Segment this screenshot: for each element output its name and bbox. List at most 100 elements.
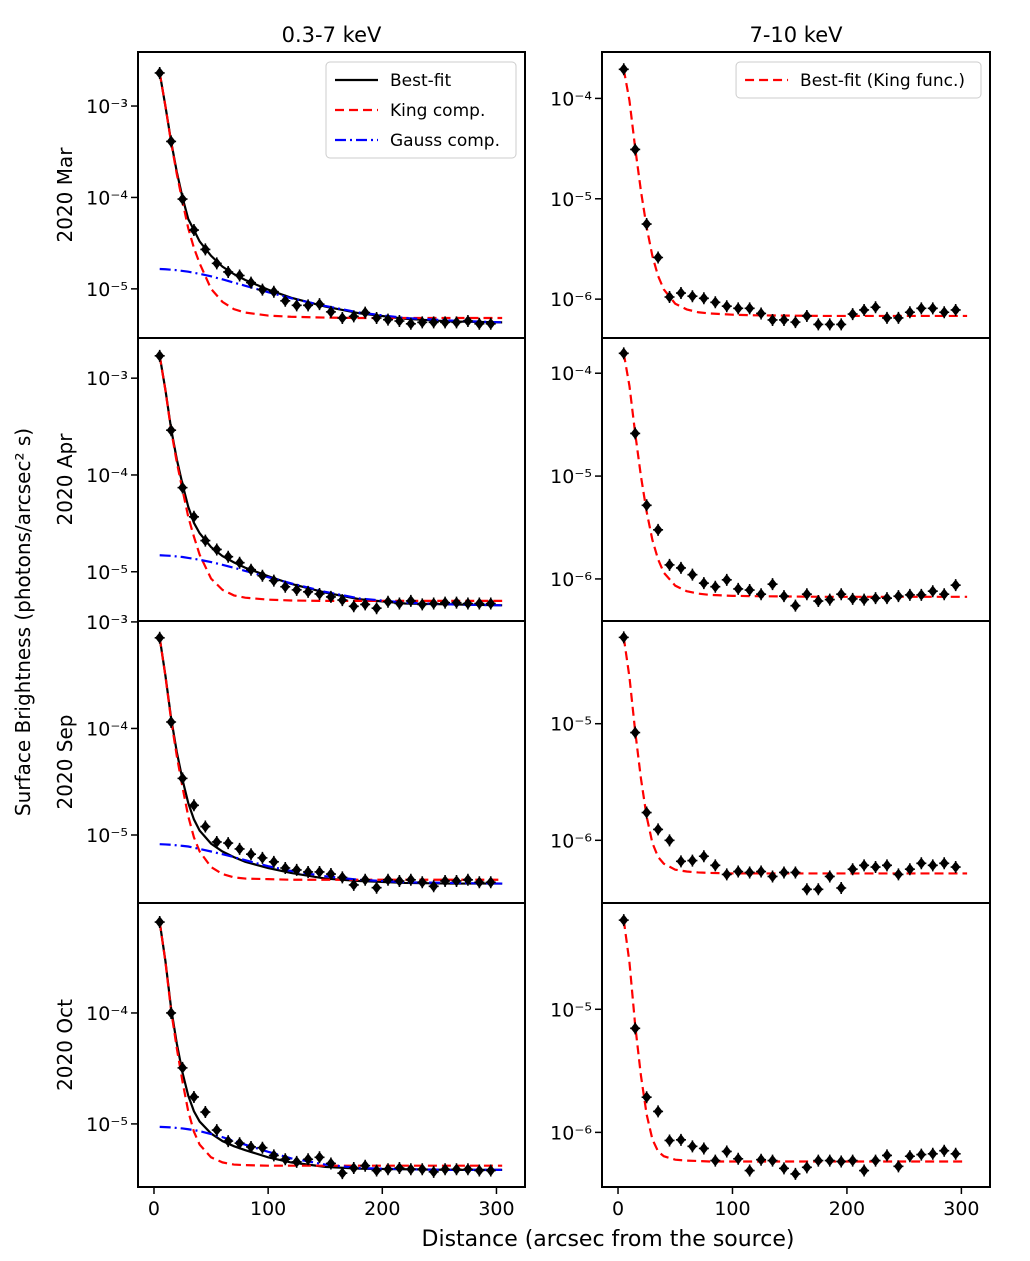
data-point bbox=[801, 1161, 812, 1174]
data-point bbox=[859, 859, 870, 872]
y-tick-label: 10⁻⁶ bbox=[550, 830, 592, 852]
data-point bbox=[360, 306, 371, 319]
y-tick-label: 10⁻⁴ bbox=[86, 465, 128, 487]
panel bbox=[154, 349, 503, 615]
data-point bbox=[337, 1167, 348, 1180]
data-point bbox=[303, 299, 314, 312]
data-point bbox=[767, 1154, 778, 1167]
panel bbox=[618, 914, 968, 1180]
y-tick-label: 10⁻⁴ bbox=[86, 187, 128, 209]
data-point bbox=[618, 63, 629, 76]
data-point bbox=[698, 577, 709, 590]
figure-ylabel: Surface Brightness (photons/arcsec² s) bbox=[11, 428, 35, 816]
legend-label: Best-fit (King func.) bbox=[800, 71, 965, 91]
data-point bbox=[200, 243, 211, 256]
data-point bbox=[675, 287, 686, 300]
data-point bbox=[314, 865, 325, 878]
data-point bbox=[916, 302, 927, 315]
data-point bbox=[325, 1157, 336, 1170]
data-point bbox=[383, 595, 394, 608]
data-point bbox=[291, 863, 302, 876]
data-point bbox=[211, 835, 222, 848]
y-tick-label: 10⁻⁴ bbox=[86, 1003, 128, 1025]
data-point bbox=[733, 1152, 744, 1165]
data-point bbox=[474, 317, 485, 330]
data-point bbox=[756, 865, 767, 878]
y-tick-label: 10⁻⁵ bbox=[550, 189, 592, 211]
x-tick-label: 200 bbox=[829, 1198, 865, 1220]
panel bbox=[154, 631, 503, 894]
data-point bbox=[927, 1147, 938, 1160]
data-point bbox=[188, 510, 199, 523]
legend-label: King comp. bbox=[390, 101, 485, 121]
data-point bbox=[813, 883, 824, 896]
y-tick-label: 10⁻⁴ bbox=[86, 718, 128, 740]
data-point bbox=[847, 308, 858, 321]
x-tick-label: 200 bbox=[364, 1198, 400, 1220]
data-point bbox=[847, 592, 858, 605]
data-point bbox=[246, 1140, 257, 1153]
data-point bbox=[618, 631, 629, 644]
data-point bbox=[801, 309, 812, 322]
x-tick-label: 0 bbox=[148, 1198, 160, 1220]
data-point bbox=[428, 1165, 439, 1178]
data-point bbox=[337, 871, 348, 884]
data-point bbox=[405, 873, 416, 886]
y-tick-label: 10⁻⁵ bbox=[550, 999, 592, 1021]
data-point bbox=[744, 584, 755, 597]
data-point bbox=[303, 585, 314, 598]
data-point bbox=[653, 251, 664, 264]
data-point bbox=[756, 588, 767, 601]
data-point bbox=[675, 1133, 686, 1146]
data-point bbox=[303, 1153, 314, 1166]
data-point bbox=[939, 857, 950, 870]
data-point bbox=[939, 1144, 950, 1157]
data-point bbox=[687, 290, 698, 303]
data-point bbox=[462, 597, 473, 610]
fit-curve bbox=[159, 1125, 503, 1171]
data-point bbox=[710, 580, 721, 593]
panel bbox=[618, 63, 968, 331]
data-point bbox=[927, 302, 938, 315]
data-point bbox=[383, 873, 394, 886]
data-point bbox=[348, 310, 359, 323]
data-point bbox=[280, 862, 291, 875]
data-point bbox=[451, 1163, 462, 1176]
data-point bbox=[870, 301, 881, 314]
y-tick-label: 10⁻⁵ bbox=[86, 1114, 128, 1136]
data-point bbox=[166, 715, 177, 728]
data-point bbox=[394, 597, 405, 610]
data-point bbox=[675, 561, 686, 574]
data-point bbox=[904, 863, 915, 876]
y-tick-label: 10⁻³ bbox=[86, 612, 128, 634]
data-point bbox=[653, 1105, 664, 1118]
data-point bbox=[698, 292, 709, 305]
data-point bbox=[257, 283, 268, 296]
data-point bbox=[744, 1164, 755, 1177]
data-point bbox=[859, 1164, 870, 1177]
figure-xlabel: Distance (arcsec from the source) bbox=[422, 1227, 795, 1252]
data-point bbox=[801, 588, 812, 601]
data-point bbox=[813, 1154, 824, 1167]
x-tick-label: 100 bbox=[714, 1198, 750, 1220]
axes-frame bbox=[137, 902, 526, 1188]
data-point bbox=[881, 311, 892, 324]
fit-curve bbox=[622, 69, 968, 318]
data-point bbox=[847, 1154, 858, 1167]
data-point bbox=[303, 865, 314, 878]
data-point bbox=[211, 543, 222, 556]
axes-frame bbox=[137, 337, 526, 622]
data-point bbox=[916, 588, 927, 601]
data-point bbox=[451, 596, 462, 609]
data-point bbox=[790, 866, 801, 879]
data-point bbox=[268, 285, 279, 298]
data-point bbox=[744, 866, 755, 879]
fit-curve bbox=[622, 919, 968, 1163]
row-label: 2020 Apr bbox=[53, 433, 77, 526]
data-point bbox=[618, 914, 629, 927]
data-point bbox=[698, 850, 709, 863]
data-point bbox=[641, 806, 652, 819]
data-point bbox=[904, 588, 915, 601]
data-point bbox=[268, 855, 279, 868]
